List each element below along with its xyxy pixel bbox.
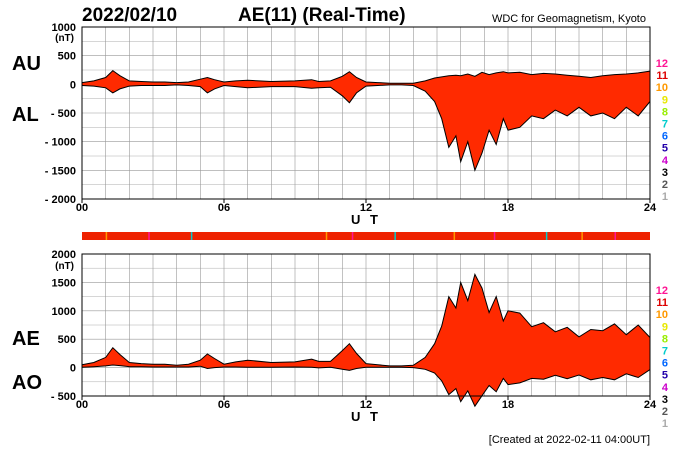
station-legend-3: 3 [662,167,668,179]
created-timestamp: [Created at 2022-02-11 04:00UT] [489,434,650,446]
au-al-xaxis-label: U T [351,212,381,227]
au-al-ytick-label: - 1000 [45,137,76,149]
station-legend-4: 4 [662,382,669,394]
chart-title: AE(11) (Real-Time) [238,5,406,26]
station-legend-10: 10 [656,309,668,321]
ae-ao-xtick-label: 18 [502,399,514,411]
station-bar-tick [394,232,396,240]
ae-ao-fill-area [82,274,650,407]
station-legend-1: 1 [662,418,668,430]
ae-ao-side-label-ao: AO [12,372,42,394]
ae-ao-side-label-ae: AE [12,328,40,350]
ae-ao-xtick-label: 12 [360,399,372,411]
station-bar-tick [614,232,616,240]
station-legend-7: 7 [662,119,668,131]
au-al-side-label-al: AL [12,104,39,126]
station-legend-9: 9 [662,94,668,106]
au-al-xtick-label: 00 [76,202,88,214]
station-bar-tick [493,232,496,240]
au-al-xtick-label: 06 [218,202,230,214]
station-legend-5: 5 [662,370,668,382]
series-line-ae [81,273,651,367]
au-al-xtick-label: 18 [502,202,514,214]
au-al-xtick-label: 24 [644,202,657,214]
ae-ao-ytick-label: 1500 [52,277,76,289]
ae-ao-xtick-label: 06 [218,399,230,411]
au-al-panel: 1000 500 0 - 500 - 1000 - 1500 - 2000 (nT) 00 06 1… [12,22,669,227]
ae-ao-xtick-label: 24 [644,399,657,411]
au-al-ytick-label: 500 [58,51,76,63]
station-legend-11: 11 [656,297,668,309]
station-legend-9: 9 [662,321,668,333]
au-al-ytick-label: 1000 [52,22,76,34]
station-bar-tick [190,232,193,240]
station-legend-1: 1 [662,191,668,203]
au-al-fill-area [82,70,650,171]
station-legend-11: 11 [656,70,668,82]
au-al-ytick-label: 0 [70,79,76,91]
station-bar-tick [581,232,583,240]
au-al-unit-label: (nT) [55,33,74,44]
ae-ao-ytick-label: - 500 [51,391,76,403]
station-legend-10: 10 [656,82,668,94]
data-source: WDC for Geomagnetism, Kyoto [492,13,646,25]
au-al-ytick-label: - 2000 [45,194,76,206]
station-bar-tick [351,232,354,240]
ae-ao-ytick-label: 1000 [52,306,76,318]
station-bar-tick [148,232,150,240]
au-al-side-label-au: AU [12,53,41,75]
station-legend-3: 3 [662,394,668,406]
station-legend-6: 6 [662,358,668,370]
station-legend-2: 2 [662,179,668,191]
au-al-ytick-label: - 1500 [45,165,76,177]
ae-ao-xaxis-label: U T [351,409,381,424]
station-legend-4: 4 [662,155,669,167]
station-bar [82,232,650,240]
station-legend-2: 2 [662,406,668,418]
station-bar-tick [545,232,548,240]
ae-ao-unit-label: (nT) [55,261,74,272]
station-bar-tick [325,232,328,240]
series-line-au [81,69,651,84]
station-legend-7: 7 [662,346,668,358]
au-al-xtick-label: 12 [360,202,372,214]
station-legend-12: 12 [656,58,668,70]
station-legend-8: 8 [662,333,668,345]
series-line-ao [81,364,651,408]
station-legend-6: 6 [662,131,668,143]
station-legend-8: 8 [662,106,668,118]
chart-date: 2022/02/10 [82,5,177,26]
station-bar-tick [453,232,456,240]
ae-ao-ytick-label: 500 [58,334,76,346]
station-legend-5: 5 [662,143,668,155]
au-al-ytick-label: - 500 [51,108,76,120]
ae-ao-ytick-label: 0 [70,363,76,375]
station-bar-fill [82,232,650,240]
ae-ao-ytick-label: 2000 [52,249,76,261]
station-bar-tick [105,232,108,240]
station-legend-12: 12 [656,285,668,297]
ae-ao-xtick-label: 00 [76,399,88,411]
series-line-al [81,84,651,172]
